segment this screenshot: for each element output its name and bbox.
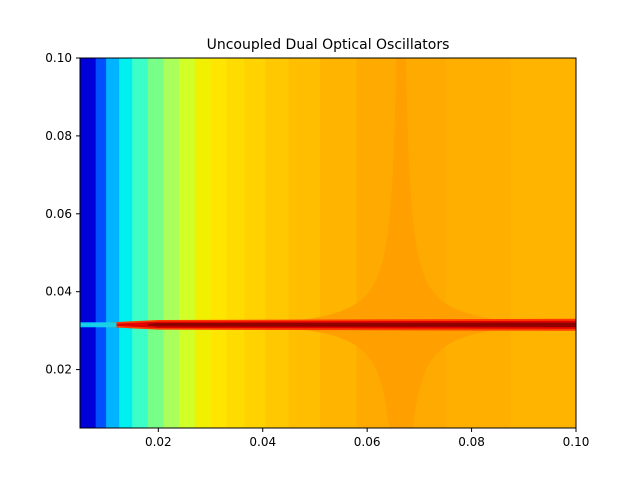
color-band-10	[226, 58, 246, 428]
cusp-upper	[251, 58, 552, 325]
color-band-16	[445, 58, 512, 428]
color-band-0	[80, 58, 97, 428]
color-band-13	[288, 58, 321, 428]
resonance-ridge	[80, 318, 576, 331]
color-band-8	[194, 58, 212, 428]
color-band-3	[119, 58, 133, 428]
x-tick-label-4: 0.10	[563, 435, 590, 449]
x-tick-label-2: 0.06	[354, 435, 381, 449]
x-tick-label-3: 0.08	[458, 435, 485, 449]
ridge-core	[147, 322, 576, 327]
color-band-11	[244, 58, 266, 428]
y-tick-label-2: 0.06	[45, 207, 72, 221]
cusp-lower	[251, 324, 552, 428]
color-band-2	[106, 58, 120, 428]
color-band-9	[210, 58, 227, 428]
x-tick-label-1: 0.04	[249, 435, 276, 449]
color-band-7	[179, 58, 196, 428]
y-tick-label-0: 0.02	[45, 363, 72, 377]
ridge-left-glow	[80, 322, 117, 328]
color-band-6	[163, 58, 180, 428]
axes-frame	[79, 57, 577, 429]
color-band-14	[320, 58, 358, 428]
color-band-5	[147, 58, 165, 428]
chart-title: Uncoupled Dual Optical Oscillators	[207, 37, 450, 53]
x-tick-label-0: 0.02	[145, 435, 172, 449]
y-tick-label-4: 0.10	[45, 51, 72, 65]
y-tick-label-3: 0.08	[45, 129, 72, 143]
color-band-17	[510, 58, 576, 428]
cusp-features	[251, 58, 552, 428]
color-band-4	[132, 58, 149, 428]
axes: 0.02 0.04 0.06 0.08 0.10 0.02 0.04 0.06 0.08 0.10	[45, 51, 589, 449]
plot-area	[80, 58, 576, 428]
color-bands	[80, 58, 576, 428]
color-band-1	[95, 58, 107, 428]
y-tick-label-1: 0.04	[45, 285, 72, 299]
color-band-12	[265, 58, 290, 428]
